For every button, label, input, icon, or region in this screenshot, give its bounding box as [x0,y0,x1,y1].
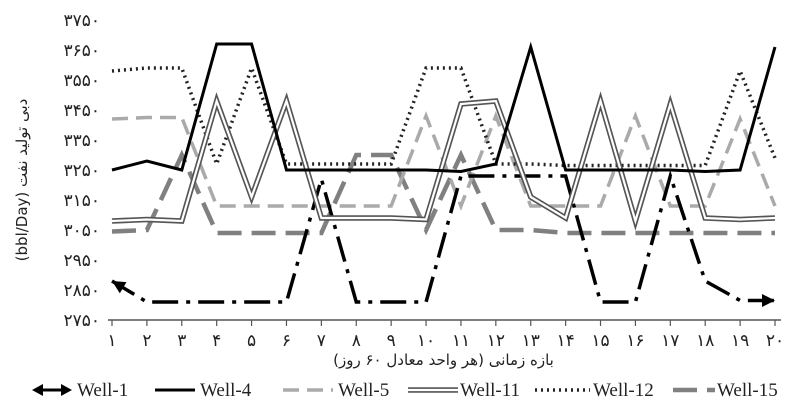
x-tick-label: ۱۹ [731,331,749,351]
x-axis-title: بازه زمانی (هر واحد معادل ۶۰ روز) [333,351,554,369]
well-1-arrowhead [762,294,775,307]
x-tick-label: ۱۳ [522,331,540,351]
y-axis-title: (bbl/Day) دبی تولید نفت [13,99,31,262]
series-line-well-1 [111,169,775,304]
y-axis-ticks: ۲۷۵۰ ۲۸۵۰ ۲۹۵۰ ۳۰۵۰ ۳۱۵۰ ۳۲۵۰ ۳۳۵۰ ۳۴۵۰ ۳۵۵۰ ۳۶۵۰… [63,11,100,331]
series-layer [111,41,777,307]
y-tick-label: ۳۰۵۰ [63,221,100,241]
x-tick-label: ۱۷ [661,331,679,351]
legend-item-well-1: Well-1 [32,380,128,401]
y-tick-label: ۳۳۵۰ [63,131,100,151]
y-tick-label: ۳۴۵۰ [63,101,100,121]
legend-item-well-11: Well-11 [408,380,520,401]
x-tick-label: ۷ [317,331,326,351]
x-tick-label: ۱۵ [591,331,609,351]
x-tick-label: ۱ [107,331,116,351]
legend-item-well-15: Well-15 [673,380,778,401]
x-axis-ticks: ۱ ۲ ۳ ۴ ۵ ۶ ۷ ۸ ۹ ۱۰ ۱۱ ۱۲ ۱۳ ۱۴ ۱۵ ۱۶ ۱۷ ۱۸ ۱۹ ۲۰ [107,320,784,351]
legend-label: Well-15 [717,380,778,401]
y-tick-label: ۳۲۵۰ [63,161,100,181]
y-tick-label: ۳۱۵۰ [63,191,100,211]
legend-item-well-5: Well-5 [283,380,389,401]
legend-arrow-left [32,384,43,396]
series-line-well-15 [111,149,775,236]
x-tick-label: ۸ [352,331,361,351]
legend-arrow-right [61,384,72,396]
y-tick-label: ۳۷۵۰ [63,11,100,31]
series-line-well-11-inner [111,97,776,225]
x-tick-label: ۱۴ [556,331,574,351]
x-tick-label: ۵ [247,331,256,351]
legend: Well-1 Well-4 Well-5 Well-11 Well-12 Well-15 [32,380,778,401]
y-tick-label: ۳۵۵۰ [63,71,100,91]
series-line-well-12 [111,62,777,170]
y-tick-label: ۲۹۵۰ [63,251,100,271]
well-1-arrowhead [112,281,127,294]
series-line-well-4 [111,41,777,174]
x-tick-label: ۶ [282,331,291,351]
legend-label: Well-11 [460,380,520,401]
x-tick-label: ۱۲ [487,331,505,351]
legend-label: Well-12 [593,380,654,401]
legend-label: Well-4 [200,380,252,401]
x-tick-label: ۱۱ [452,331,470,351]
x-tick-label: ۴ [212,331,221,351]
legend-item-well-12: Well-12 [535,380,654,401]
y-axis-title-text: (bbl/Day) دبی تولید نفت [13,99,31,262]
x-tick-label: ۹ [387,331,396,351]
x-tick-label: ۱۸ [696,331,714,351]
y-tick-label: ۲۸۵۰ [63,281,100,301]
y-tick-label: ۳۶۵۰ [63,41,100,61]
x-tick-label: ۳ [177,331,186,351]
legend-label: Well-1 [77,380,128,401]
y-tick-label: ۲۷۵۰ [63,311,100,331]
x-tick-label: ۲۰ [766,331,784,351]
x-tick-label: ۱۶ [626,331,644,351]
legend-label: Well-5 [338,380,389,401]
x-tick-label: ۱۰ [417,331,435,351]
legend-item-well-4: Well-4 [155,380,252,401]
x-tick-label: ۲ [142,331,151,351]
